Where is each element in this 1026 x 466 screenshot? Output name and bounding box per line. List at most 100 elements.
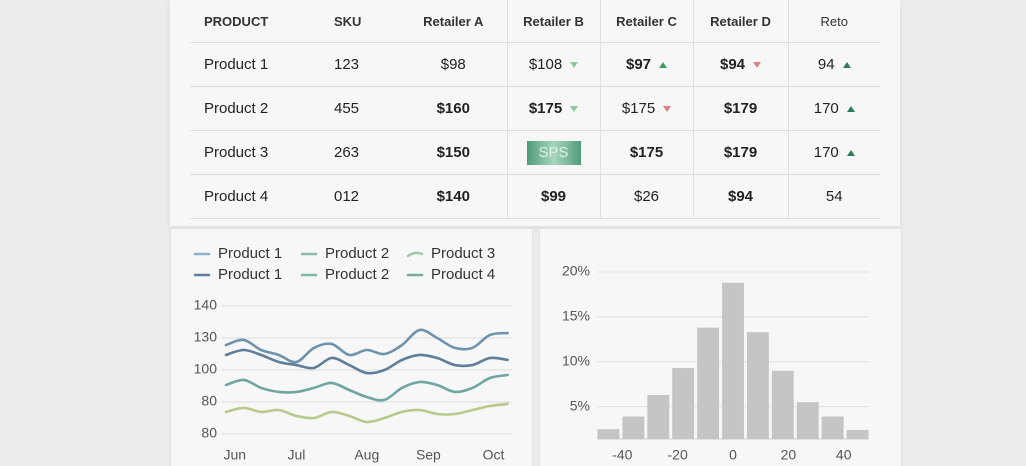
cell-text: 170	[813, 100, 839, 117]
row: Product 1 123 $98 $108 $97 $94 94	[190, 42, 880, 87]
cell-text: 123	[334, 56, 360, 73]
cell: $150	[400, 130, 507, 175]
x-tick-label: -20	[668, 447, 688, 463]
cell: $94	[692, 174, 788, 219]
cell-text: $175	[528, 100, 563, 117]
bar	[597, 429, 620, 439]
bar	[647, 395, 670, 439]
header: Retailer C	[599, 0, 693, 43]
x-tick-label: 20	[781, 447, 797, 463]
header: SKU	[320, 0, 400, 43]
x-tick-label: Aug	[354, 447, 379, 463]
bar	[771, 370, 794, 439]
cell: 123	[320, 42, 400, 87]
highlight-cell: SPS	[526, 140, 581, 165]
legend-label: Product 2	[325, 266, 389, 283]
y-tick-label: 100	[194, 361, 218, 377]
cell: 170	[787, 130, 880, 175]
y-tick-label: 10%	[562, 352, 590, 368]
price-table: PRODUCT SKU Retailer A Retailer B Retail…	[190, 0, 880, 219]
header: PRODUCT	[190, 0, 320, 43]
legend-label: Product 4	[431, 266, 495, 283]
cell-text: $108	[528, 56, 563, 73]
trend-up	[659, 62, 668, 69]
cell: $98	[400, 42, 507, 87]
cell-text: 170	[813, 144, 839, 161]
bar	[746, 332, 769, 439]
x-tick-label: Sep	[416, 447, 441, 463]
cell: Product 3	[190, 130, 320, 175]
cell-text: 54	[825, 188, 843, 205]
cell: $175	[599, 86, 693, 131]
cell: 94	[787, 42, 880, 87]
cell: $108	[506, 42, 600, 87]
cell-text: $98	[440, 56, 466, 73]
row: Product 3 263 $150 SPS $175 $179 170	[190, 130, 880, 175]
cell: Product 1	[190, 42, 320, 87]
cell-text: $26	[633, 188, 660, 205]
cell-text: $94	[727, 188, 754, 205]
cell: $94	[692, 42, 788, 87]
x-tick-label: -40	[612, 447, 632, 463]
cell: $160	[400, 86, 507, 131]
cell-text: Product 1	[204, 56, 269, 73]
bar	[722, 282, 744, 439]
x-tick-label: 40	[836, 447, 852, 463]
cell-text: Product 3	[204, 144, 269, 161]
bar	[672, 368, 695, 439]
cell: $175	[506, 86, 600, 131]
cell-text: $175	[621, 100, 656, 117]
x-tick-label: Jun	[224, 447, 247, 463]
trend-down	[570, 106, 579, 113]
cell-text: $140	[436, 188, 470, 205]
cell: $179	[692, 130, 788, 175]
cell-text: $94	[719, 56, 746, 73]
legend-label: Product 2	[325, 245, 389, 262]
trend-down	[753, 62, 762, 69]
y-tick-label: 80	[201, 393, 217, 409]
cell-text: Product 4	[204, 188, 269, 205]
cell: Product 4	[190, 174, 320, 219]
cell: 012	[320, 174, 400, 219]
cell-text: Product 2	[204, 100, 269, 117]
header: Reto	[787, 0, 880, 43]
y-tick-label: 140	[194, 297, 218, 313]
cell-text: 94	[817, 56, 835, 73]
cell: SPS	[506, 130, 600, 175]
cell-text: $175	[629, 144, 664, 161]
cell: $99	[506, 174, 600, 219]
cell: Product 2	[190, 86, 320, 131]
header: Retailer A	[400, 0, 507, 43]
bar	[821, 416, 844, 439]
bar	[796, 402, 819, 439]
line-series	[224, 328, 509, 364]
x-tick-label: Jul	[287, 447, 305, 463]
bar	[697, 327, 720, 439]
header: Retailer D	[692, 0, 788, 43]
legend-label: Product 3	[431, 245, 495, 262]
cell: $26	[599, 174, 693, 219]
trend-up	[846, 150, 855, 157]
cell: $179	[692, 86, 788, 131]
header: Retailer B	[506, 0, 600, 43]
y-tick-label: 15%	[562, 308, 590, 324]
cell-text: 455	[334, 100, 360, 117]
row: Product 2 455 $160 $175 $175 $179 170	[190, 86, 880, 131]
legend-label: Product 1	[218, 266, 282, 283]
line-series	[224, 348, 509, 375]
cell: 455	[320, 86, 400, 131]
cell-text: $99	[540, 188, 567, 205]
trend-up	[842, 62, 851, 69]
legend-label: Product 1	[218, 245, 282, 262]
header-row: PRODUCT SKU Retailer A Retailer B Retail…	[190, 0, 880, 43]
y-tick-label: 130	[194, 329, 218, 345]
trend-up	[846, 106, 855, 113]
cell: $175	[599, 130, 693, 175]
cell-text: $179	[723, 144, 758, 161]
cell: $97	[599, 42, 693, 87]
y-tick-label: 5%	[570, 397, 590, 413]
cell: 54	[787, 174, 880, 219]
cell: $140	[400, 174, 507, 219]
